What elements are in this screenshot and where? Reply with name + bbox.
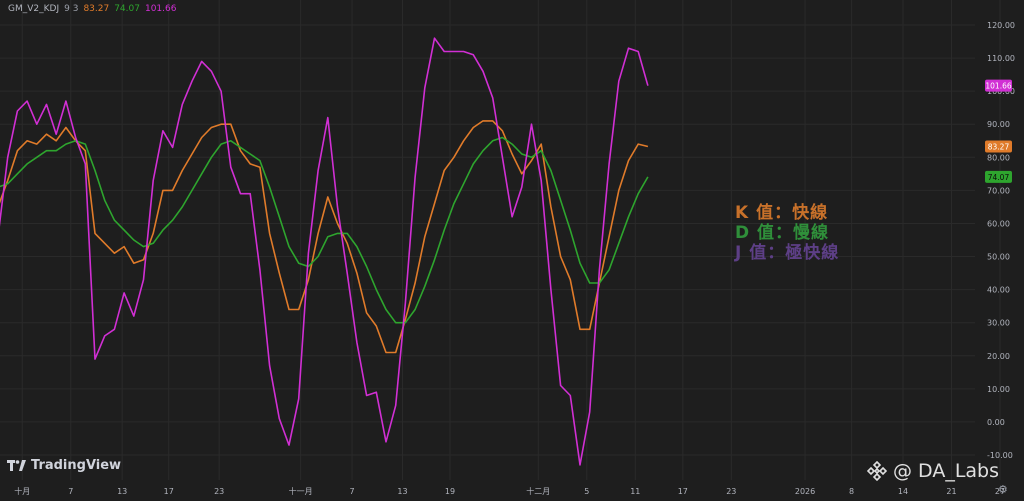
x-axis: 十月7131723十一月71319十二月511172320268142127二月…	[14, 486, 1005, 496]
x-tick-label: 十月	[14, 486, 30, 496]
x-tick-label: 13	[397, 487, 407, 496]
price-label-text: 101.66	[985, 82, 1011, 91]
watermark-text: @ DA_Labs	[893, 460, 1000, 482]
y-tick-label: 20.00	[987, 352, 1010, 361]
x-tick-label: 11	[630, 487, 640, 496]
y-tick-label: 60.00	[987, 219, 1010, 228]
x-tick-label: 7	[350, 487, 355, 496]
x-tick-label: 5	[584, 487, 589, 496]
x-tick-label: 7	[68, 487, 73, 496]
price-label-bg	[985, 79, 1012, 92]
y-tick-label: 80.00	[987, 153, 1010, 162]
series-line-k	[0, 120, 649, 354]
price-label-bg	[985, 170, 1012, 183]
x-tick-label: 2026	[795, 487, 815, 496]
y-tick-label: 90.00	[987, 120, 1010, 129]
legend-k-value: 83.27	[83, 4, 110, 14]
series-line-d	[0, 136, 649, 324]
x-tick-label: 23	[214, 487, 224, 496]
x-tick-label: 十二月	[526, 486, 550, 496]
x-tick-label: 十一月	[289, 486, 313, 496]
series-line-j	[0, 37, 649, 466]
price-labels: 83.27 74.07 101.66	[985, 79, 1012, 183]
x-tick-label: 14	[898, 487, 908, 496]
y-tick-label: -10.00	[987, 451, 1013, 460]
y-tick-label: 0.00	[987, 418, 1005, 427]
tradingview-logo-text: TradingView	[31, 458, 122, 473]
price-label-j: 101.66	[985, 79, 1012, 92]
price-label-text: 74.07	[988, 173, 1010, 182]
watermark: @ DA_Labs	[867, 460, 999, 482]
y-tick-label: 110.00	[987, 54, 1015, 63]
tradingview-icon	[7, 459, 26, 471]
y-tick-label: 10.00	[987, 385, 1010, 394]
gear-icon[interactable]: ⚙	[998, 483, 1008, 496]
binance-logo-icon	[867, 461, 887, 481]
x-tick-label: 17	[164, 487, 174, 496]
x-tick-label: 13	[117, 487, 127, 496]
grid	[0, 0, 1001, 480]
x-tick-label: 19	[445, 487, 455, 496]
tradingview-logo: TradingView	[7, 458, 121, 473]
y-tick-label: 120.00	[987, 21, 1015, 30]
price-label-d: 74.07	[985, 170, 1012, 183]
price-label-text: 83.27	[988, 142, 1010, 151]
indicator-params: 9 3	[64, 4, 79, 14]
annotation-k: K 值：快線	[735, 203, 829, 223]
series-lines	[0, 37, 649, 466]
x-tick-label: 17	[678, 487, 688, 496]
y-tick-label: 30.00	[987, 319, 1010, 328]
x-tick-label: 27	[995, 487, 1005, 496]
y-tick-label: 50.00	[987, 253, 1010, 262]
x-tick-label: 21	[946, 487, 956, 496]
legend-d-value: 74.07	[114, 4, 140, 14]
legend-j-value: 101.66	[144, 4, 177, 14]
x-tick-label: 23	[726, 487, 736, 496]
annotation-d: D 值：慢線	[735, 223, 830, 243]
indicator-name: GM_V2_KDJ	[8, 4, 60, 14]
price-label-k: 83.27	[985, 140, 1012, 153]
y-tick-label: 40.00	[987, 286, 1010, 295]
y-tick-label: 70.00	[987, 186, 1010, 195]
annotation-j: J 值：極快線	[735, 243, 840, 263]
indicator-legend[interactable]: GM_V2_KDJ 9 3 83.27 74.07 101.66	[8, 4, 181, 14]
x-tick-label: 8	[849, 487, 854, 496]
price-label-bg	[985, 140, 1012, 153]
